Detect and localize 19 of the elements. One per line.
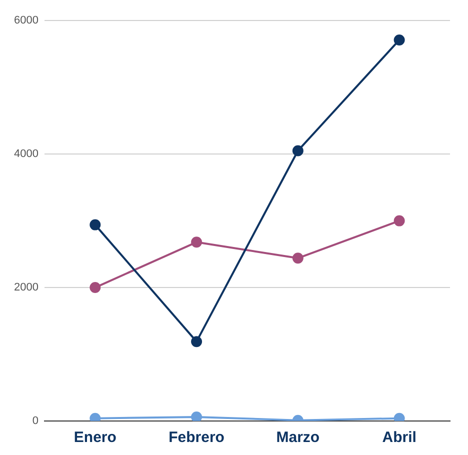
y-tick-label: 0	[32, 415, 38, 428]
y-tick-label: 2000	[14, 282, 38, 294]
point	[90, 219, 101, 230]
point	[394, 215, 405, 226]
point	[90, 282, 101, 294]
x-tick-label: Enero	[74, 429, 116, 446]
x-tick-label: Marzo	[276, 429, 320, 446]
point	[90, 412, 101, 421]
point	[292, 252, 304, 264]
point	[394, 412, 405, 421]
point	[191, 236, 202, 248]
point	[292, 145, 304, 156]
x-tick-label: Abril	[382, 429, 416, 446]
point	[394, 34, 405, 46]
point	[191, 336, 202, 348]
y-tick-label: 4000	[14, 148, 38, 160]
y-tick-label: 6000	[14, 14, 38, 27]
x-tick-label: Febrero	[168, 429, 224, 446]
point	[191, 411, 202, 421]
